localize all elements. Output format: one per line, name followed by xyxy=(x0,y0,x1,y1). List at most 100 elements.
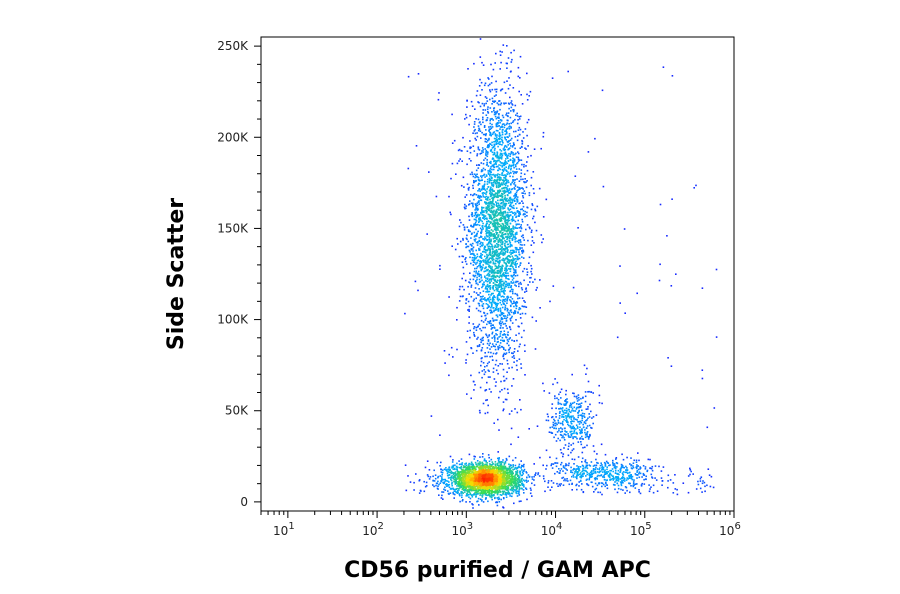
event-point xyxy=(495,265,498,268)
event-point xyxy=(495,204,498,206)
event-point xyxy=(472,380,475,383)
event-point xyxy=(467,240,470,243)
event-point xyxy=(501,232,503,235)
event-point xyxy=(521,140,524,143)
event-point xyxy=(512,163,515,166)
event-point xyxy=(472,472,474,475)
event-point xyxy=(496,492,499,495)
event-point xyxy=(506,200,509,202)
event-point xyxy=(504,177,507,180)
event-point xyxy=(474,491,476,494)
event-point xyxy=(510,127,512,129)
event-point xyxy=(502,228,504,231)
event-point xyxy=(466,330,469,332)
event-point xyxy=(501,196,504,198)
event-point xyxy=(510,102,512,104)
event-point xyxy=(455,173,457,175)
event-point xyxy=(509,326,511,329)
event-point xyxy=(472,468,474,470)
event-point xyxy=(529,281,531,283)
event-point xyxy=(501,283,503,285)
event-point xyxy=(477,309,480,312)
event-point xyxy=(514,483,517,485)
event-point xyxy=(492,237,495,240)
event-point xyxy=(499,333,502,335)
event-point xyxy=(502,280,504,283)
event-point xyxy=(506,371,508,373)
event-point xyxy=(491,266,493,268)
event-point xyxy=(493,174,496,177)
event-point xyxy=(517,152,520,155)
event-point xyxy=(489,173,492,176)
event-point xyxy=(473,198,475,201)
event-point xyxy=(492,371,495,373)
event-point xyxy=(516,115,519,117)
event-point xyxy=(486,365,488,367)
event-point xyxy=(497,267,499,269)
event-point xyxy=(503,163,505,165)
event-point xyxy=(487,232,489,234)
event-point xyxy=(472,261,475,263)
event-point xyxy=(487,245,489,248)
event-point xyxy=(424,485,427,488)
event-point xyxy=(482,121,484,124)
event-point xyxy=(506,114,509,117)
event-point xyxy=(473,335,476,337)
event-point xyxy=(496,174,499,176)
event-point xyxy=(503,136,506,139)
event-point xyxy=(518,283,520,285)
event-point xyxy=(493,334,496,337)
event-point xyxy=(518,463,521,466)
event-point xyxy=(518,487,521,489)
event-point xyxy=(449,476,452,479)
event-point xyxy=(495,471,497,474)
event-point xyxy=(505,175,507,177)
event-point xyxy=(507,112,510,114)
event-point xyxy=(503,296,505,298)
event-point xyxy=(498,204,501,207)
event-point xyxy=(463,465,465,467)
event-point xyxy=(504,92,507,94)
event-point xyxy=(512,472,514,475)
event-point xyxy=(496,487,499,490)
event-point xyxy=(493,224,496,227)
event-point xyxy=(502,223,504,225)
event-point xyxy=(493,151,496,154)
event-point xyxy=(478,180,481,182)
event-point xyxy=(501,275,503,278)
event-point xyxy=(503,161,506,164)
event-point xyxy=(459,158,461,160)
event-point xyxy=(459,486,462,488)
event-point xyxy=(515,260,517,263)
event-point xyxy=(505,236,507,238)
event-point xyxy=(502,251,504,254)
event-point xyxy=(465,116,468,119)
event-point xyxy=(493,215,496,218)
event-point xyxy=(520,159,523,161)
event-point xyxy=(504,220,506,222)
event-point xyxy=(506,342,508,345)
event-point xyxy=(511,322,514,324)
event-point xyxy=(492,352,495,355)
event-point xyxy=(496,329,498,331)
event-point xyxy=(475,280,477,283)
event-point xyxy=(476,262,478,264)
event-point xyxy=(502,315,505,317)
event-point xyxy=(482,215,485,217)
event-point xyxy=(487,106,489,108)
event-point xyxy=(512,153,514,156)
event-point xyxy=(451,142,454,144)
event-point xyxy=(512,261,514,264)
event-point xyxy=(518,285,520,288)
event-point xyxy=(490,239,492,242)
event-point xyxy=(492,324,494,326)
event-point xyxy=(497,288,499,291)
event-point xyxy=(499,141,502,143)
event-point xyxy=(488,282,491,284)
event-point xyxy=(479,78,481,81)
event-point xyxy=(479,38,482,40)
event-point xyxy=(462,136,464,139)
event-point xyxy=(502,254,504,256)
event-point xyxy=(506,261,509,263)
event-point xyxy=(495,165,498,168)
